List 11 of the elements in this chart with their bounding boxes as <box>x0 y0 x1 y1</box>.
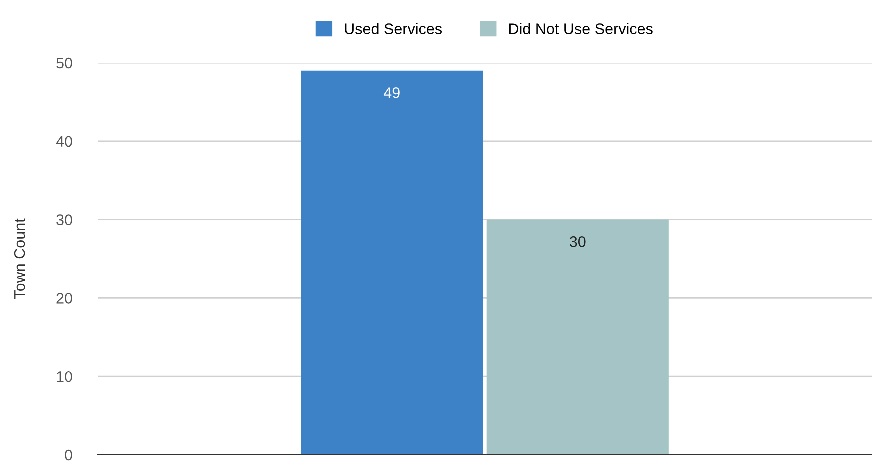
y-axis-title: Town Count <box>14 218 26 299</box>
data-label: 49 <box>384 88 400 98</box>
y-tick-label: 10 <box>57 371 72 382</box>
data-label: 30 <box>570 236 586 248</box>
y-tick-label: 20 <box>56 293 72 304</box>
legend-label: Used Services <box>345 23 442 34</box>
legend-label: Did Not Use Services <box>510 23 653 34</box>
y-tick-label: 30 <box>56 214 72 226</box>
y-tick-label: 0 <box>65 450 72 461</box>
y-tick-label: 50 <box>56 58 72 69</box>
y-tick-label: 40 <box>56 136 72 148</box>
